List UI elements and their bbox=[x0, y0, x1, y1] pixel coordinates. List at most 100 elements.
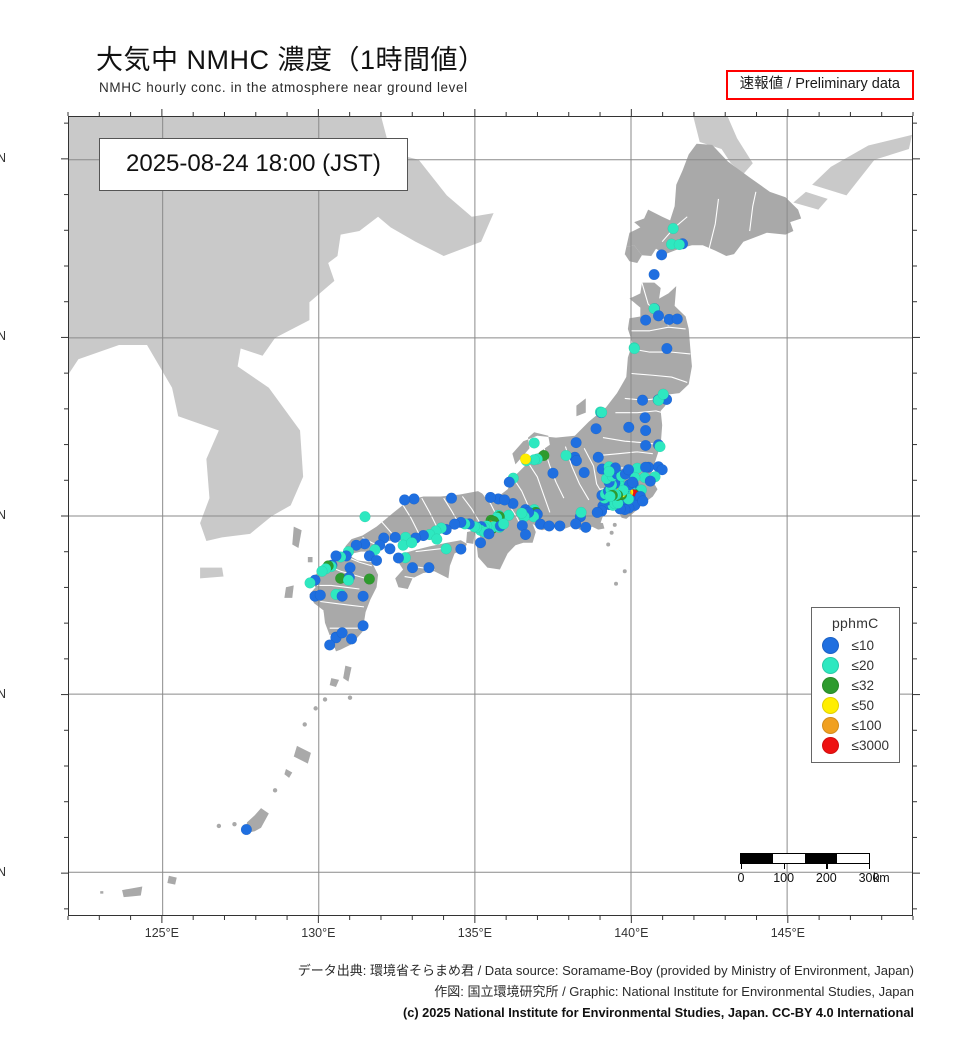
station-point[interactable] bbox=[384, 543, 396, 555]
station-point[interactable] bbox=[655, 249, 668, 261]
station-point[interactable] bbox=[423, 562, 435, 574]
station-point[interactable] bbox=[314, 589, 326, 601]
station-point[interactable] bbox=[661, 342, 673, 355]
iki-island bbox=[307, 556, 313, 563]
station-point[interactable] bbox=[392, 552, 405, 564]
station-point[interactable] bbox=[652, 310, 665, 322]
station-point[interactable] bbox=[474, 537, 487, 549]
lat-tick-40: 40°N bbox=[0, 329, 6, 344]
station-point[interactable] bbox=[639, 424, 652, 437]
ryukyu-islet-3 bbox=[272, 788, 278, 793]
legend-label-0: ≤10 bbox=[851, 637, 874, 653]
station-point[interactable] bbox=[431, 533, 443, 545]
station-point[interactable] bbox=[398, 494, 411, 506]
tokunoshima bbox=[284, 768, 293, 778]
station-point[interactable] bbox=[591, 506, 603, 519]
station-point[interactable] bbox=[406, 537, 418, 549]
legend-item-4[interactable]: ≤100 bbox=[821, 715, 889, 735]
station-point[interactable] bbox=[497, 518, 510, 530]
station-point[interactable] bbox=[336, 627, 348, 639]
station-point[interactable] bbox=[519, 453, 532, 465]
station-point[interactable] bbox=[498, 494, 511, 506]
station-point[interactable] bbox=[667, 222, 679, 235]
station-point[interactable] bbox=[484, 491, 497, 504]
station-point[interactable] bbox=[656, 464, 668, 476]
timestamp-label: 2025-08-24 18:00 (JST) bbox=[99, 138, 408, 191]
station-point[interactable] bbox=[595, 406, 608, 418]
station-point[interactable] bbox=[519, 528, 532, 541]
station-point[interactable] bbox=[575, 506, 587, 519]
station-point[interactable] bbox=[560, 449, 572, 462]
station-point[interactable] bbox=[673, 238, 685, 251]
station-point[interactable] bbox=[342, 574, 355, 586]
station-point[interactable] bbox=[628, 342, 641, 355]
station-point[interactable] bbox=[528, 437, 540, 449]
station-point[interactable] bbox=[370, 554, 383, 567]
station-point[interactable] bbox=[316, 565, 328, 577]
station-point[interactable] bbox=[406, 562, 419, 574]
station-point[interactable] bbox=[448, 518, 461, 530]
station-point[interactable] bbox=[344, 562, 356, 574]
station-point[interactable] bbox=[336, 590, 348, 602]
station-point[interactable] bbox=[440, 543, 452, 555]
station-point[interactable] bbox=[654, 440, 666, 453]
station-point[interactable] bbox=[657, 388, 669, 400]
station-point[interactable] bbox=[570, 518, 582, 530]
station-point[interactable] bbox=[359, 511, 371, 523]
station-point[interactable] bbox=[408, 493, 420, 505]
station-point[interactable] bbox=[389, 531, 401, 543]
station-point[interactable] bbox=[543, 520, 555, 532]
station-point[interactable] bbox=[240, 823, 253, 836]
station-point[interactable] bbox=[604, 490, 616, 503]
station-point[interactable] bbox=[622, 464, 635, 476]
lon-tick-125: 125°E bbox=[144, 926, 179, 940]
station-point[interactable] bbox=[639, 412, 651, 424]
station-point[interactable] bbox=[636, 394, 649, 406]
station-point[interactable] bbox=[590, 423, 602, 435]
station-point[interactable] bbox=[330, 550, 342, 562]
prefecture-boundary-28 bbox=[320, 600, 365, 608]
awaji-island bbox=[466, 530, 475, 544]
legend-item-0[interactable]: ≤10 bbox=[821, 635, 889, 655]
station-point[interactable] bbox=[570, 455, 583, 467]
station-point[interactable] bbox=[445, 492, 458, 504]
legend-item-2[interactable]: ≤32 bbox=[821, 675, 889, 695]
station-point[interactable] bbox=[324, 639, 336, 651]
asian-mainland bbox=[69, 117, 494, 541]
station-point[interactable] bbox=[350, 539, 362, 551]
station-point[interactable] bbox=[570, 436, 582, 449]
station-point[interactable] bbox=[547, 467, 559, 479]
station-point[interactable] bbox=[648, 268, 660, 281]
station-point[interactable] bbox=[357, 590, 369, 602]
legend-item-5[interactable]: ≤3000 bbox=[821, 735, 889, 755]
legend-item-1[interactable]: ≤20 bbox=[821, 655, 889, 675]
station-point[interactable] bbox=[603, 465, 615, 478]
legend-panel: pphmC ≤10 ≤20 ≤32 ≤50 ≤100 ≤3000 bbox=[810, 607, 900, 763]
station-point[interactable] bbox=[637, 495, 649, 507]
map-plot-area[interactable]: 2025-08-24 18:00 (JST) pphmC ≤10 ≤20 ≤32 ≤5… bbox=[68, 116, 913, 916]
station-point[interactable] bbox=[580, 521, 592, 534]
station-point[interactable] bbox=[626, 476, 639, 488]
station-point[interactable] bbox=[639, 461, 652, 473]
station-point[interactable] bbox=[639, 439, 652, 452]
station-point[interactable] bbox=[455, 543, 467, 555]
station-point[interactable] bbox=[483, 528, 495, 540]
station-point[interactable] bbox=[639, 314, 652, 326]
station-point[interactable] bbox=[357, 620, 369, 632]
station-point[interactable] bbox=[304, 577, 316, 589]
lat-tick-45: 45°N bbox=[0, 150, 6, 165]
station-point[interactable] bbox=[644, 475, 656, 487]
station-point[interactable] bbox=[554, 520, 566, 532]
legend-item-3[interactable]: ≤50 bbox=[821, 695, 889, 715]
station-point[interactable] bbox=[516, 507, 528, 519]
station-point[interactable] bbox=[592, 451, 604, 463]
amami-oshima bbox=[293, 745, 311, 764]
preliminary-data-badge: 速報値 / Preliminary data bbox=[725, 70, 914, 101]
station-point[interactable] bbox=[623, 421, 635, 433]
station-point[interactable] bbox=[503, 476, 515, 488]
station-point[interactable] bbox=[671, 313, 683, 325]
prefecture-boundary-32 bbox=[404, 576, 416, 579]
station-point[interactable] bbox=[345, 633, 358, 645]
station-point[interactable] bbox=[578, 466, 590, 479]
station-point[interactable] bbox=[363, 573, 376, 585]
